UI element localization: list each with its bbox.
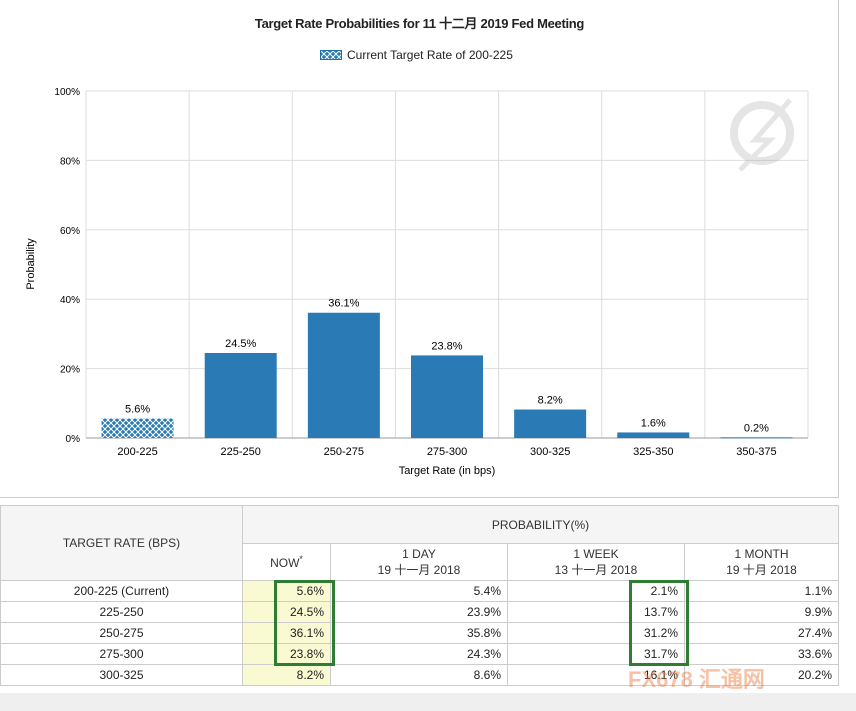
y-tick-label: 40% bbox=[60, 295, 80, 306]
x-tick-label: 225-250 bbox=[221, 446, 261, 458]
cell-1-day: 35.8% bbox=[330, 622, 508, 644]
data-label: 23.8% bbox=[431, 340, 462, 352]
cell-rate: 250-275 bbox=[0, 622, 243, 644]
watermark-logo-icon bbox=[730, 98, 794, 172]
x-tick-label: 200-225 bbox=[117, 446, 157, 458]
chart-title: Target Rate Probabilities for 11 十二月 201… bbox=[254, 16, 585, 31]
table-row: 250-275 36.1% 35.8% 31.2% 27.4% bbox=[0, 622, 839, 644]
bar-325-350[interactable] bbox=[617, 432, 690, 438]
cell-1-month: 33.6% bbox=[684, 643, 839, 665]
table-row: 275-300 23.8% 24.3% 31.7% 33.6% bbox=[0, 643, 839, 665]
header-1-month[interactable]: 1 MONTH 19 十月 2018 bbox=[684, 543, 839, 581]
cell-1-day: 5.4% bbox=[330, 580, 508, 602]
cell-1-week: 31.7% bbox=[507, 643, 685, 665]
x-tick-label: 325-350 bbox=[633, 446, 673, 458]
watermark-text: FX678 汇通网 bbox=[628, 667, 765, 692]
cell-1-month: 20.2% bbox=[684, 664, 839, 686]
x-tick-label: 300-325 bbox=[530, 446, 570, 458]
highlight-now-box bbox=[274, 580, 335, 666]
legend-swatch-icon bbox=[320, 50, 342, 60]
chart-panel: Target Rate Probabilities for 11 十二月 201… bbox=[0, 0, 839, 498]
highlight-week-box bbox=[629, 580, 689, 666]
cell-now: 36.1% bbox=[242, 622, 331, 644]
cell-1-day: 23.9% bbox=[330, 601, 508, 623]
data-label: 0.2% bbox=[744, 422, 769, 434]
table-row: 200-225 (Current) 5.6% 5.4% 2.1% 1.1% bbox=[0, 580, 839, 602]
y-tick-label: 20% bbox=[60, 365, 80, 376]
data-label: 24.5% bbox=[225, 338, 256, 350]
x-tick-label: 350-375 bbox=[736, 446, 776, 458]
cell-1-month: 1.1% bbox=[684, 580, 839, 602]
cell-1-month: 27.4% bbox=[684, 622, 839, 644]
x-axis-label: Target Rate (in bps) bbox=[399, 465, 496, 477]
bar-350-375[interactable] bbox=[720, 437, 793, 439]
header-1-week[interactable]: 1 WEEK 13 十一月 2018 bbox=[507, 543, 685, 581]
cell-1-day: 8.6% bbox=[330, 664, 508, 686]
cell-rate: 300-325 bbox=[0, 664, 243, 686]
cell-1-month: 9.9% bbox=[684, 601, 839, 623]
cell-rate: 225-250 bbox=[0, 601, 243, 623]
table-row: 300-325 8.2% 8.6% 16.1% 20.2% bbox=[0, 664, 839, 686]
cell-now: 8.2% bbox=[242, 664, 331, 686]
cell-rate: 275-300 bbox=[0, 643, 243, 665]
header-probability: PROBABILITY(%) bbox=[242, 505, 839, 544]
x-tick-label: 275-300 bbox=[427, 446, 467, 458]
y-tick-label: 80% bbox=[60, 156, 80, 167]
header-target-rate[interactable]: TARGET RATE (BPS) bbox=[0, 505, 243, 581]
x-tick-label: 250-275 bbox=[324, 446, 364, 458]
bar-300-325[interactable] bbox=[514, 409, 587, 438]
y-tick-label: 60% bbox=[60, 226, 80, 237]
legend-label: Current Target Rate of 200-225 bbox=[347, 48, 513, 62]
bar-225-250[interactable] bbox=[204, 352, 277, 438]
cell-now: 23.8% bbox=[242, 643, 331, 665]
table-row: 225-250 24.5% 23.9% 13.7% 9.9% bbox=[0, 601, 839, 623]
probability-table: TARGET RATE (BPS) PROBABILITY(%) NOW* 1 … bbox=[0, 505, 839, 686]
data-label: 36.1% bbox=[328, 298, 359, 310]
bottom-bar bbox=[0, 693, 856, 711]
data-label: 8.2% bbox=[538, 395, 563, 407]
y-tick-label: 100% bbox=[54, 87, 80, 98]
bar-275-300[interactable] bbox=[411, 355, 483, 438]
cell-1-week: 16.1% bbox=[507, 664, 685, 686]
chart-legend[interactable]: Current Target Rate of 200-225 bbox=[320, 48, 513, 62]
cell-now: 24.5% bbox=[242, 601, 331, 623]
data-label: 5.6% bbox=[125, 404, 150, 416]
bar-250-275[interactable] bbox=[307, 312, 380, 438]
y-tick-label: 0% bbox=[66, 434, 81, 445]
cell-rate: 200-225 (Current) bbox=[0, 580, 243, 602]
bar-chart: 0% 20% 40% 60% 80% 100% 5.6% 200-225 24.5% 225-2… bbox=[25, 87, 809, 477]
data-label: 1.6% bbox=[641, 417, 666, 429]
header-now[interactable]: NOW* bbox=[242, 543, 331, 581]
bar-200-225[interactable] bbox=[101, 418, 174, 438]
header-1-day[interactable]: 1 DAY 19 十一月 2018 bbox=[330, 543, 508, 581]
y-axis-label: Probability bbox=[25, 238, 37, 290]
cell-1-day: 24.3% bbox=[330, 643, 508, 665]
